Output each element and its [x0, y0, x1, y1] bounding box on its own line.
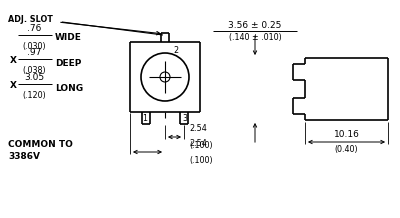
- Text: DEEP: DEEP: [55, 58, 81, 68]
- Text: (.030): (.030): [22, 42, 46, 51]
- Text: 2.54: 2.54: [189, 139, 207, 148]
- Text: (0.40): (0.40): [335, 145, 358, 154]
- Text: 10.16: 10.16: [334, 130, 360, 139]
- Text: LONG: LONG: [55, 83, 83, 92]
- Text: 2: 2: [173, 46, 178, 55]
- Text: 3.05: 3.05: [24, 73, 44, 82]
- Text: (.100): (.100): [189, 141, 213, 150]
- Text: .76: .76: [27, 24, 41, 33]
- Text: COMMON TO: COMMON TO: [8, 140, 73, 149]
- Text: (.038): (.038): [22, 66, 46, 75]
- Text: X: X: [10, 80, 17, 90]
- Text: 3386V: 3386V: [8, 152, 40, 161]
- Text: .97: .97: [27, 48, 41, 57]
- Text: (.140 ± .010): (.140 ± .010): [229, 33, 281, 42]
- Text: 3: 3: [182, 114, 188, 123]
- Text: 2.54: 2.54: [189, 124, 207, 133]
- Text: (.100): (.100): [189, 156, 213, 165]
- Text: WIDE: WIDE: [55, 34, 82, 43]
- Text: (.120): (.120): [22, 91, 46, 100]
- Text: X: X: [10, 56, 17, 65]
- Text: 3.56 ± 0.25: 3.56 ± 0.25: [228, 21, 282, 30]
- Text: 1: 1: [142, 114, 148, 123]
- Text: ADJ. SLOT: ADJ. SLOT: [8, 15, 53, 24]
